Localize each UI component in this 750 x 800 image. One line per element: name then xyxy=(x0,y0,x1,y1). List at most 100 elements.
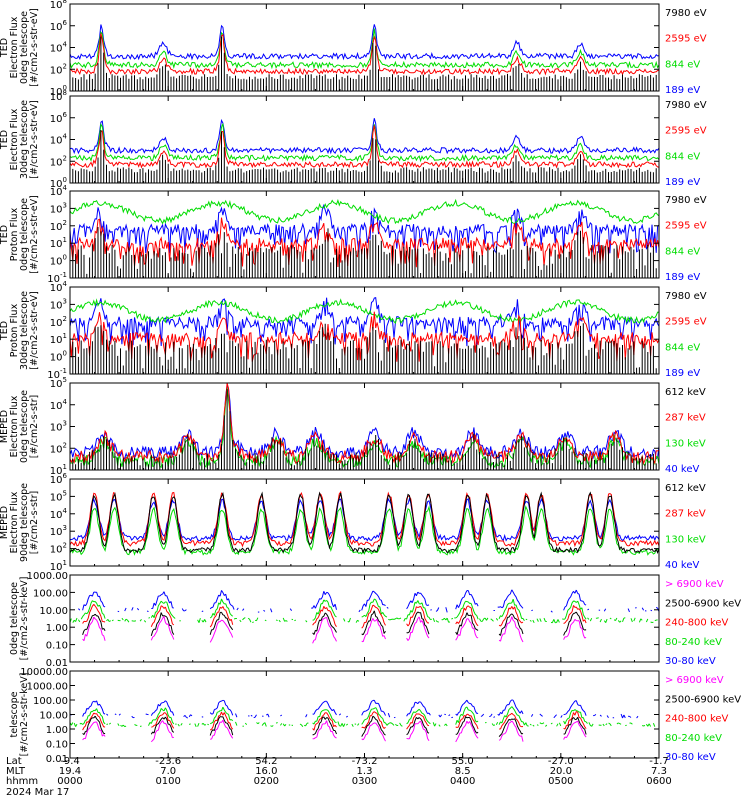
legend-entry: 7980 eV xyxy=(665,291,707,302)
y-axis-label: 0deg telescope xyxy=(19,198,30,271)
x-tick-lat: 54.2 xyxy=(255,756,277,767)
panel-4-plot xyxy=(70,297,659,374)
panel-7-plot xyxy=(70,589,659,644)
series-line-black xyxy=(70,130,659,183)
panel-5: 101 102 103 104 105 MEPED Electron Flux 0deg te… xyxy=(0,376,706,477)
panel-5-plot xyxy=(70,383,659,470)
legend-entry: 2595 eV xyxy=(665,126,707,137)
y-axis-label: [#/cm2-s-str-keV] xyxy=(19,673,30,757)
legend-entry: 287 keV xyxy=(665,509,706,520)
legend-entry: 2595 eV xyxy=(665,34,707,45)
series-line-blue xyxy=(78,589,659,613)
y-tick-label: 104 xyxy=(50,133,68,147)
legend-entry: 30-80 keV xyxy=(665,656,716,667)
y-tick-label: 103 xyxy=(50,524,67,538)
y-tick-label: 106 xyxy=(50,111,68,125)
panel-4: 10-1 100 101 102 103 104 TED Proton Flux 30deg t… xyxy=(0,280,707,381)
x-tick-hhmm: 0600 xyxy=(646,776,671,787)
series-line-black xyxy=(70,36,659,91)
legend-entry: 844 eV xyxy=(665,151,700,162)
legend-entry: 2595 eV xyxy=(665,317,707,328)
y-tick-label: 10.00 xyxy=(39,606,68,617)
x-tick-hhmm: 0100 xyxy=(155,776,180,787)
y-tick-label: 100 xyxy=(50,84,67,98)
legend-entry: > 6900 keV xyxy=(665,579,724,590)
x-tick-lat: -1.7 xyxy=(649,756,669,767)
series-line-magenta xyxy=(82,719,587,743)
y-axis-label: Proton Flux xyxy=(9,303,20,357)
series-line-blue xyxy=(70,24,659,61)
y-axis-label: 30deg telescope xyxy=(19,100,30,179)
panel-frame xyxy=(69,95,660,184)
x-tick-mlt: 7.3 xyxy=(651,766,667,777)
panel-8: 0.01 0.10 1.00 10.00 100.00 1000.00 10000.00 te… xyxy=(9,667,741,765)
x-tick-lat: -27.0 xyxy=(548,756,574,767)
y-tick-label: 0.01 xyxy=(46,658,68,669)
x-tick-mlt: 1.3 xyxy=(357,766,373,777)
x-row-label: MLT xyxy=(6,766,26,777)
series-line-red xyxy=(70,217,659,268)
series-line-red xyxy=(70,125,659,169)
y-axis-label: Electron Flux xyxy=(9,108,20,170)
y-tick-label: 103 xyxy=(50,201,67,215)
series-line-blue xyxy=(70,699,639,719)
y-axis-label: Electron Flux xyxy=(9,491,20,553)
y-tick-label: 103 xyxy=(50,297,67,311)
y-tick-label: 102 xyxy=(50,542,67,556)
y-axis-label: TED xyxy=(0,321,10,341)
x-tick-lat: -9.4 xyxy=(60,756,80,767)
series-line-black xyxy=(70,227,659,278)
y-tick-label: 101 xyxy=(50,236,67,250)
y-tick-label: 101 xyxy=(50,463,67,477)
y-tick-label: 100 xyxy=(50,176,67,190)
series-line-blue xyxy=(70,203,659,254)
x-tick-hhmm: 0000 xyxy=(57,776,82,787)
y-tick-label: 102 xyxy=(50,219,67,233)
y-tick-label: 102 xyxy=(50,315,67,329)
panel-3-plot xyxy=(70,198,659,278)
y-tick-label: 106 xyxy=(50,19,68,33)
panel-8-plot xyxy=(70,699,656,743)
panel-6-plot xyxy=(70,490,659,556)
x-row-label: Lat xyxy=(6,756,22,767)
y-tick-label: 102 xyxy=(50,154,67,168)
y-axis-label: Electron Flux xyxy=(9,16,20,78)
series-line-black xyxy=(82,610,587,636)
y-axis-label: telescope xyxy=(9,691,20,737)
x-tick-lat: -73.2 xyxy=(352,756,378,767)
series-line-red xyxy=(82,603,587,629)
x-tick-mlt: 19.4 xyxy=(59,766,81,777)
y-axis-label: MEPED xyxy=(0,410,10,443)
panel-2-plot xyxy=(70,118,659,183)
legend-entry: > 6900 keV xyxy=(665,675,724,686)
y-axis-label: [#/cm2-s-str-keV] xyxy=(19,577,30,661)
series-line-black xyxy=(70,388,659,470)
series-line-black xyxy=(70,323,659,374)
legend-entry: 40 keV xyxy=(665,560,699,571)
legend-entry: 189 eV xyxy=(665,368,700,379)
y-tick-label: 10-1 xyxy=(47,271,67,285)
y-axis-label: TED xyxy=(0,225,10,245)
legend-entry: 287 keV xyxy=(665,413,706,424)
panel-6: 101 102 103 104 105 106 MEPED Electron Flux 90de… xyxy=(0,472,706,573)
y-tick-label: 1000.00 xyxy=(27,682,68,693)
y-tick-label: 100 xyxy=(50,254,67,268)
y-tick-label: 0.01 xyxy=(46,754,68,765)
series-line-black xyxy=(82,715,587,737)
y-tick-label: 103 xyxy=(50,420,67,434)
series-line-red xyxy=(82,710,587,731)
panel-3: 10-1 100 101 102 103 104 TED Proton Flux 0deg te… xyxy=(0,184,707,285)
y-axis-label: [#/cm2-s-str-eV] xyxy=(29,8,40,87)
y-tick-label: 104 xyxy=(50,280,68,294)
x-tick-mlt: 8.5 xyxy=(455,766,471,777)
y-tick-label: 105 xyxy=(50,489,67,503)
y-axis-label: 0deg telescope xyxy=(19,11,30,84)
y-tick-label: 101 xyxy=(50,332,67,346)
legend-entry: 189 eV xyxy=(665,177,700,188)
y-tick-label: 104 xyxy=(50,507,68,521)
y-axis-label: 30deg telescope xyxy=(19,291,30,370)
legend-entry: 7980 eV xyxy=(665,195,707,206)
y-tick-label: 0.10 xyxy=(46,641,68,652)
